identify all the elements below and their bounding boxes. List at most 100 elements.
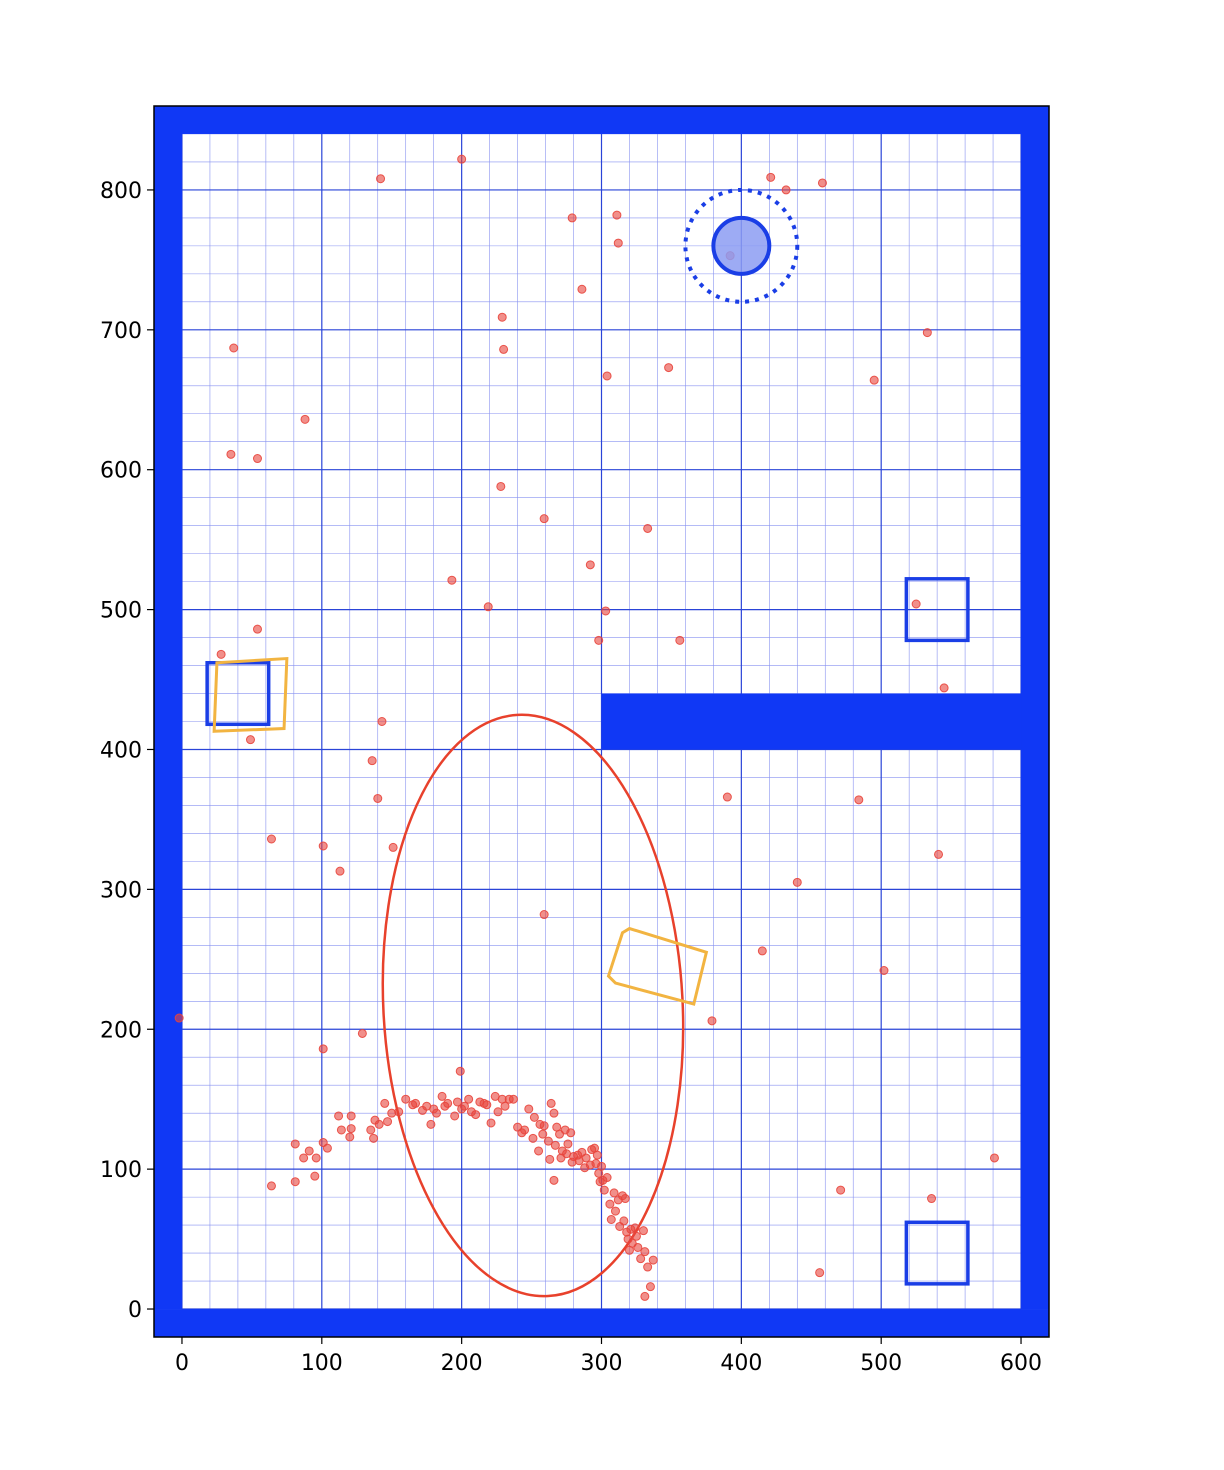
particle-point: [486, 1118, 496, 1128]
y-tick-label: 0: [128, 1298, 142, 1323]
particle-point: [300, 414, 310, 424]
particle-point: [602, 371, 612, 381]
y-tick-label: 800: [100, 179, 142, 204]
particle-point: [580, 1163, 590, 1173]
particle-point: [539, 1121, 549, 1131]
particle-point: [370, 1115, 380, 1125]
particle-point: [369, 1133, 379, 1143]
x-tick-label: 500: [860, 1351, 902, 1376]
particle-point: [643, 523, 653, 533]
particle-point: [610, 1206, 620, 1216]
y-tick-label: 400: [100, 738, 142, 763]
particle-point: [304, 1146, 314, 1156]
particle-point: [543, 1136, 553, 1146]
particle-point: [455, 1066, 465, 1076]
particle-point: [318, 1044, 328, 1054]
particle-point: [401, 1094, 411, 1104]
particle-point: [643, 1262, 653, 1272]
particle-point: [534, 1146, 544, 1156]
particle-point: [380, 1098, 390, 1108]
particle-point: [431, 1108, 441, 1118]
estimated-boxes: [212, 656, 709, 1006]
particle-point: [640, 1291, 650, 1301]
uncertainty-ellipse-shape: [381, 713, 685, 1298]
x-tick-label: 400: [720, 1351, 762, 1376]
particle-point: [266, 1181, 276, 1191]
particle-point: [574, 1156, 584, 1166]
particle-point: [638, 1226, 648, 1236]
particle-point: [500, 1101, 510, 1111]
particle-point: [529, 1112, 539, 1122]
particle-point: [633, 1242, 643, 1252]
particle-point: [318, 1138, 328, 1148]
particle-point: [457, 154, 467, 164]
particle-point: [599, 1185, 609, 1195]
target-box: [904, 1220, 970, 1286]
particle-point: [587, 1145, 597, 1155]
particle-point: [549, 1175, 559, 1185]
particle-point: [854, 795, 864, 805]
particle-point: [879, 965, 889, 975]
particle-point: [613, 238, 623, 248]
particle-point: [598, 1175, 608, 1185]
wall: [154, 1309, 1049, 1337]
uncertainty-ellipse: [381, 713, 685, 1298]
particle-point: [636, 1254, 646, 1264]
particle-point: [367, 756, 377, 766]
particle-point: [591, 1159, 601, 1169]
particle-point: [499, 344, 509, 354]
particle-point: [605, 1199, 615, 1209]
particle-point: [377, 717, 387, 726]
particle-point: [383, 1117, 393, 1127]
particle-point: [626, 1224, 636, 1234]
particle-point: [310, 1171, 320, 1181]
particle-point: [471, 1110, 481, 1120]
particle-point: [452, 1097, 462, 1107]
particle-point: [290, 1177, 300, 1187]
particle-point: [357, 1028, 367, 1038]
particle-point: [311, 1153, 321, 1163]
particle-point: [447, 575, 457, 585]
particle-point: [299, 1153, 309, 1163]
particle-point: [290, 1139, 300, 1149]
particle-point: [707, 1016, 717, 1026]
particle-point: [934, 849, 944, 859]
particle-point: [577, 284, 587, 294]
x-tick-label: 100: [301, 1351, 343, 1376]
particle-point: [508, 1094, 518, 1104]
particle-point: [609, 1188, 619, 1198]
particle-point: [620, 1194, 630, 1204]
particle-point: [567, 213, 577, 223]
particle-point: [781, 185, 791, 195]
y-tick-label: 600: [100, 459, 142, 484]
particle-point: [612, 210, 622, 220]
particle-point: [483, 602, 493, 612]
wall: [154, 106, 182, 1310]
robot: [683, 187, 800, 304]
particle-point: [645, 1282, 655, 1292]
particle-point: [817, 178, 827, 188]
particle-point: [496, 481, 506, 491]
particle-point: [528, 1133, 538, 1143]
particle-point: [479, 1098, 489, 1108]
wall: [601, 693, 1022, 750]
particle-point: [464, 1094, 474, 1104]
particle-point: [757, 946, 767, 956]
particle-point: [869, 375, 879, 385]
wall: [154, 106, 1049, 134]
particle-point: [911, 599, 921, 609]
particle-point: [606, 1214, 616, 1224]
particle-point: [989, 1153, 999, 1163]
particle-point: [345, 1132, 355, 1142]
particle-point: [450, 1111, 460, 1121]
particle-point: [408, 1100, 418, 1110]
particle-point: [538, 1129, 548, 1139]
estimated-box: [212, 656, 289, 733]
target-box: [904, 577, 970, 643]
particle-point: [927, 1194, 937, 1204]
particle-point: [594, 635, 604, 645]
particle-point: [539, 514, 549, 524]
particle-point: [563, 1139, 573, 1149]
particle-point: [334, 1111, 344, 1121]
